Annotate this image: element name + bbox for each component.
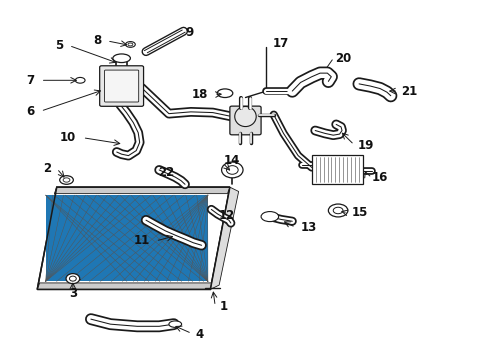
- Ellipse shape: [60, 176, 73, 184]
- Ellipse shape: [69, 276, 76, 281]
- Text: 22: 22: [158, 166, 174, 179]
- Text: 17: 17: [272, 36, 288, 50]
- Polygon shape: [210, 187, 238, 289]
- Ellipse shape: [128, 43, 133, 46]
- Text: 5: 5: [55, 39, 63, 52]
- Ellipse shape: [332, 207, 342, 214]
- Polygon shape: [54, 187, 229, 194]
- Text: 12: 12: [219, 209, 235, 222]
- Text: 18: 18: [192, 88, 208, 101]
- Ellipse shape: [261, 212, 278, 222]
- FancyBboxPatch shape: [311, 155, 362, 184]
- Ellipse shape: [66, 274, 80, 284]
- Ellipse shape: [168, 321, 181, 327]
- FancyBboxPatch shape: [104, 70, 139, 102]
- Ellipse shape: [63, 178, 70, 182]
- Polygon shape: [37, 187, 229, 289]
- FancyBboxPatch shape: [229, 106, 261, 135]
- Polygon shape: [45, 195, 207, 282]
- Ellipse shape: [217, 89, 232, 98]
- Text: 15: 15: [351, 207, 367, 220]
- Text: 21: 21: [401, 85, 417, 98]
- Text: 19: 19: [357, 139, 373, 152]
- Text: 20: 20: [334, 52, 350, 65]
- Ellipse shape: [75, 77, 85, 83]
- Ellipse shape: [226, 166, 238, 174]
- Polygon shape: [37, 283, 212, 289]
- Text: 2: 2: [43, 162, 51, 175]
- Ellipse shape: [113, 54, 130, 63]
- Ellipse shape: [125, 41, 135, 47]
- Text: 3: 3: [69, 287, 77, 300]
- Text: 11: 11: [133, 234, 150, 247]
- Text: 1: 1: [220, 300, 228, 313]
- Text: 7: 7: [27, 74, 35, 87]
- Text: 8: 8: [93, 33, 101, 47]
- Ellipse shape: [328, 204, 347, 217]
- Text: 13: 13: [300, 221, 316, 234]
- Text: 9: 9: [184, 26, 193, 39]
- Text: 6: 6: [26, 105, 35, 118]
- Text: 4: 4: [195, 328, 203, 341]
- Ellipse shape: [234, 107, 256, 127]
- Text: 16: 16: [370, 171, 387, 184]
- Ellipse shape: [221, 162, 243, 178]
- FancyBboxPatch shape: [100, 66, 143, 106]
- Text: 10: 10: [60, 131, 76, 144]
- Text: 14: 14: [224, 154, 240, 167]
